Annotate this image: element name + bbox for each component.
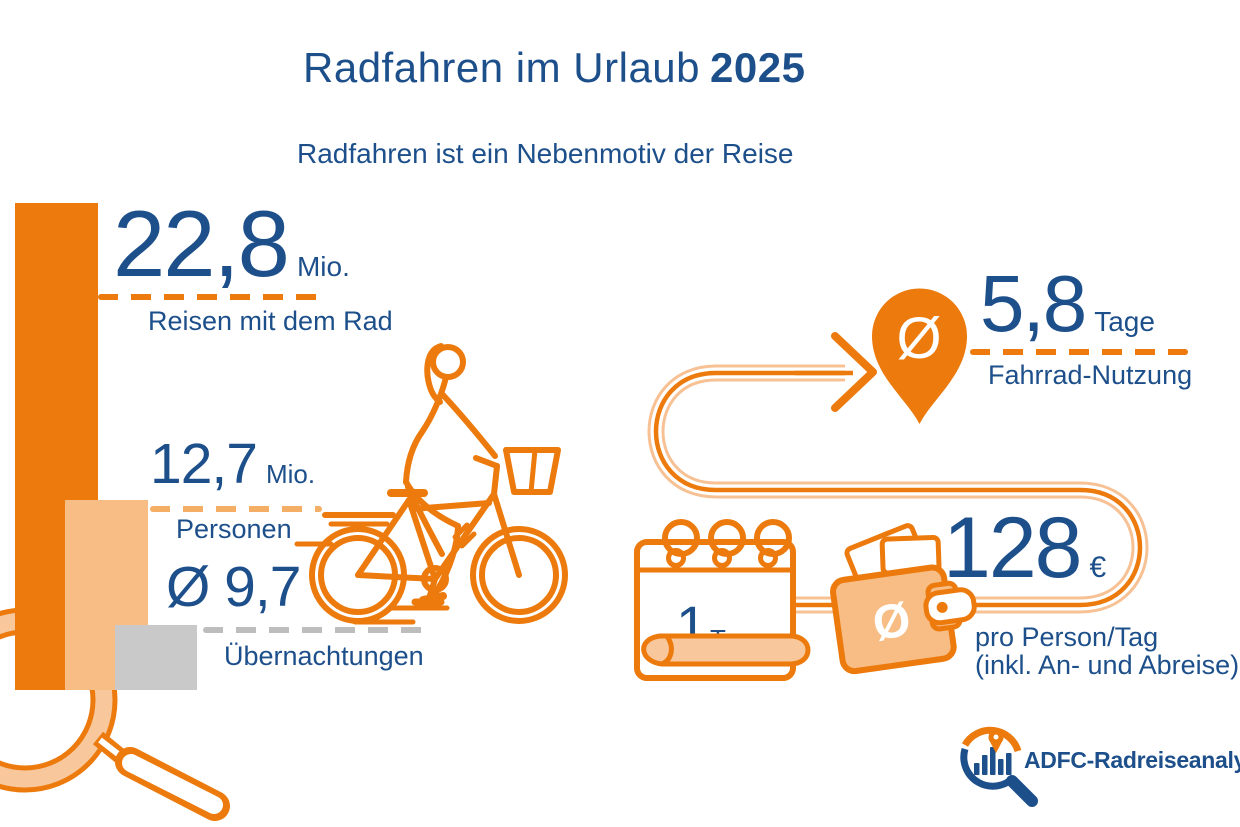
bicycle-rider-illustration	[294, 343, 568, 625]
stat-uebernachtungen-label: Übernachtungen	[224, 641, 424, 671]
arrow-icon	[795, 332, 877, 412]
logo: ADFC-Radreiseanalyse	[948, 715, 1240, 815]
stat-uebernachtungen-value: Ø 9,7	[166, 555, 301, 619]
stat-personen-unit: Mio.	[265, 459, 316, 489]
stat-personen: 12,7 Mio.	[150, 432, 316, 496]
stat-reisen: 22,8 Mio.	[113, 191, 350, 296]
stat-kosten-label-2: (inkl. An- und Abreise)	[975, 650, 1240, 680]
logo-text: ADFC-Radreiseanalyse	[1024, 747, 1240, 773]
stat-personen-value: 12,7	[150, 432, 258, 496]
logo-magnifier-icon: ADFC-Radreiseanalyse	[960, 726, 1240, 807]
wallet-icon: Ø	[830, 523, 977, 675]
dashed-line-tage	[970, 349, 1188, 355]
magnifier-icon	[0, 607, 230, 821]
stat-uebernachtungen: Ø 9,7	[166, 555, 301, 619]
stat-kosten-unit: €	[1089, 551, 1107, 584]
bar-uebernachtungen	[115, 625, 197, 690]
stat-tage: 5,8 Tage	[980, 259, 1155, 348]
dashed-line-reisen	[98, 294, 327, 300]
map-pin-icon: Ø	[872, 288, 967, 424]
dashed-line-uebernachtungen	[203, 627, 432, 633]
calendar-icon: 1 Tag	[634, 519, 811, 681]
wallet-average-symbol: Ø	[870, 593, 914, 651]
stat-kosten: 128 €	[943, 500, 1107, 596]
page-title: Radfahren im Urlaub 2025	[303, 44, 805, 92]
page-title-regular: Radfahren im Urlaub	[303, 44, 701, 91]
page-subtitle: Radfahren ist ein Nebenmotiv der Reise	[297, 138, 794, 169]
stat-kosten-label-1: pro Person/Tag	[975, 622, 1159, 652]
stat-reisen-unit: Mio.	[296, 251, 350, 282]
stat-reisen-label: Reisen mit dem Rad	[148, 306, 393, 336]
stat-personen-label: Personen	[176, 514, 292, 544]
page-title-year: 2025	[710, 44, 806, 91]
stat-reisen-value: 22,8	[113, 191, 290, 296]
stat-tage-label: Fahrrad-Nutzung	[988, 360, 1193, 390]
stat-kosten-value: 128	[943, 500, 1082, 596]
stat-tage-value: 5,8	[980, 259, 1087, 348]
pin-average-symbol: Ø	[896, 306, 941, 371]
dashed-line-personen	[150, 506, 322, 512]
calendar-page-curl	[641, 633, 811, 667]
stat-tage-unit: Tage	[1094, 306, 1155, 337]
